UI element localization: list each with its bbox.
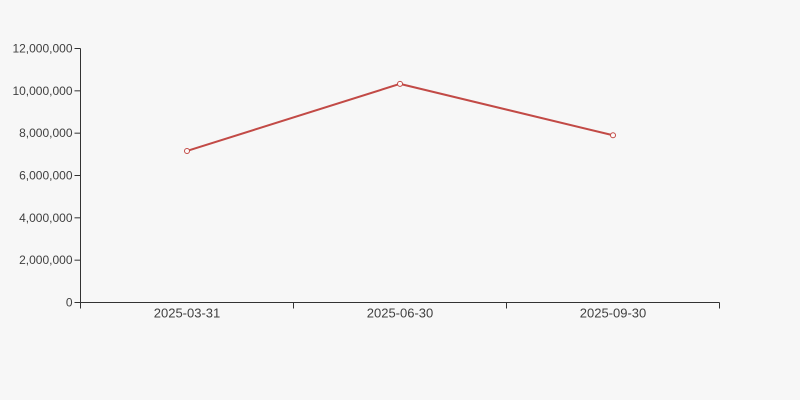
y-tick-label: 6,000,000 — [19, 169, 73, 183]
series-line — [186, 82, 614, 152]
data-point-marker[interactable] — [184, 147, 190, 154]
data-point-markers — [184, 80, 616, 154]
x-tick-label: 2025-06-30 — [367, 306, 434, 321]
x-tick-label: 2025-03-31 — [154, 306, 221, 321]
data-point-marker[interactable] — [610, 132, 616, 139]
data-series — [186, 82, 614, 152]
y-tick-label: 4,000,000 — [19, 211, 73, 225]
y-tick-label: 2,000,000 — [19, 253, 73, 267]
y-tick-label: 12,000,000 — [12, 42, 72, 56]
y-tick-label: 10,000,000 — [12, 84, 72, 98]
y-axis-ticks — [74, 48, 81, 303]
y-axis-labels: 0 2,000,000 4,000,000 6,000,000 8,000,000 10,… — [12, 42, 72, 310]
x-axis-ticks — [80, 302, 720, 309]
x-axis-labels: 2025-03-31 2025-06-30 2025-09-30 — [154, 306, 647, 321]
x-tick-label: 2025-09-30 — [580, 306, 647, 321]
data-point-marker[interactable] — [397, 80, 403, 87]
y-tick-label: 8,000,000 — [19, 126, 73, 140]
y-tick-label: 0 — [66, 296, 73, 310]
